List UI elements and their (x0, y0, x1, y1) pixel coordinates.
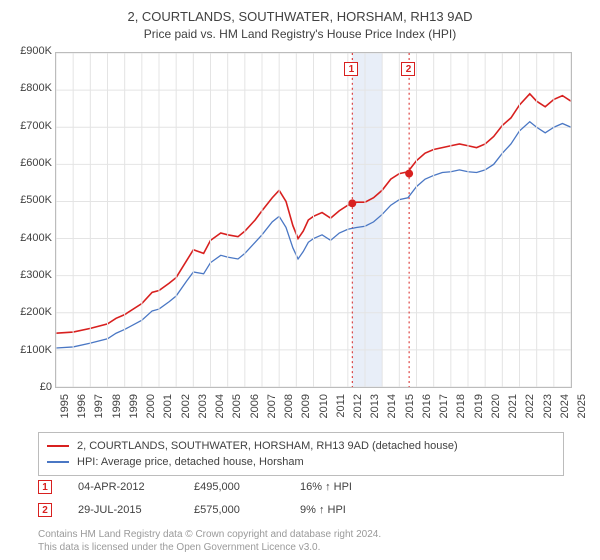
x-tick-label: 2007 (266, 394, 278, 418)
x-tick-label: 2021 (507, 394, 519, 418)
legend-swatch (47, 461, 69, 463)
x-tick-label: 2024 (559, 394, 571, 418)
x-tick-label: 2000 (145, 394, 157, 418)
footer-line: This data is licensed under the Open Gov… (38, 541, 564, 554)
y-tick-label: £400K (4, 232, 52, 244)
x-tick-label: 1997 (93, 394, 105, 418)
x-tick-label: 2020 (490, 394, 502, 418)
chart-title: 2, COURTLANDS, SOUTHWATER, HORSHAM, RH13… (0, 0, 600, 24)
legend-label: HPI: Average price, detached house, Hors… (77, 454, 304, 470)
legend-label: 2, COURTLANDS, SOUTHWATER, HORSHAM, RH13… (77, 438, 458, 454)
footer-line: Contains HM Land Registry data © Crown c… (38, 528, 564, 541)
y-tick-label: £300K (4, 269, 52, 281)
sale-delta: 16% ↑ HPI (300, 481, 352, 493)
x-tick-label: 2008 (283, 394, 295, 418)
y-tick-label: £600K (4, 157, 52, 169)
x-tick-label: 2019 (473, 394, 485, 418)
x-tick-label: 2012 (352, 394, 364, 418)
y-tick-label: £900K (4, 45, 52, 57)
x-tick-label: 2022 (524, 394, 536, 418)
x-tick-label: 2002 (180, 394, 192, 418)
x-tick-label: 2003 (197, 394, 209, 418)
y-tick-label: £100K (4, 344, 52, 356)
sale-row-1: 1 04-APR-2012 £495,000 16% ↑ HPI (38, 478, 564, 496)
y-tick-label: £500K (4, 194, 52, 206)
x-tick-label: 2011 (335, 394, 347, 418)
x-tick-label: 1996 (76, 394, 88, 418)
sale-badge: 2 (38, 503, 52, 517)
x-tick-label: 2010 (318, 394, 330, 418)
sale-badge: 1 (38, 480, 52, 494)
sale-price: £495,000 (194, 481, 274, 493)
x-tick-label: 2013 (369, 394, 381, 418)
sale-date: 04-APR-2012 (78, 481, 168, 493)
x-tick-label: 1998 (111, 394, 123, 418)
x-tick-label: 1995 (59, 394, 71, 418)
legend-swatch (47, 445, 69, 447)
y-tick-label: £200K (4, 306, 52, 318)
x-tick-label: 2023 (542, 394, 554, 418)
figure: 2, COURTLANDS, SOUTHWATER, HORSHAM, RH13… (0, 0, 600, 560)
plot-area (55, 52, 572, 388)
y-tick-label: £800K (4, 82, 52, 94)
sale-price: £575,000 (194, 504, 274, 516)
y-tick-label: £700K (4, 120, 52, 132)
x-tick-label: 2009 (300, 394, 312, 418)
event-marker: 1 (344, 62, 358, 76)
chart-subtitle: Price paid vs. HM Land Registry's House … (0, 24, 600, 41)
legend-item-hpi: HPI: Average price, detached house, Hors… (47, 454, 555, 470)
x-tick-label: 2001 (162, 394, 174, 418)
event-marker: 2 (401, 62, 415, 76)
sale-row-2: 2 29-JUL-2015 £575,000 9% ↑ HPI (38, 501, 564, 519)
x-tick-label: 2017 (438, 394, 450, 418)
x-tick-label: 2016 (421, 394, 433, 418)
sale-date: 29-JUL-2015 (78, 504, 168, 516)
legend: 2, COURTLANDS, SOUTHWATER, HORSHAM, RH13… (38, 432, 564, 476)
x-tick-label: 2015 (404, 394, 416, 418)
x-tick-label: 2005 (231, 394, 243, 418)
x-tick-label: 2018 (455, 394, 467, 418)
x-tick-label: 2025 (576, 394, 588, 418)
x-tick-label: 2004 (214, 394, 226, 418)
footer-attribution: Contains HM Land Registry data © Crown c… (38, 528, 564, 554)
y-tick-label: £0 (4, 381, 52, 393)
x-tick-label: 2014 (386, 394, 398, 418)
sale-delta: 9% ↑ HPI (300, 504, 346, 516)
x-tick-label: 1999 (128, 394, 140, 418)
x-tick-label: 2006 (249, 394, 261, 418)
legend-item-property: 2, COURTLANDS, SOUTHWATER, HORSHAM, RH13… (47, 438, 555, 454)
